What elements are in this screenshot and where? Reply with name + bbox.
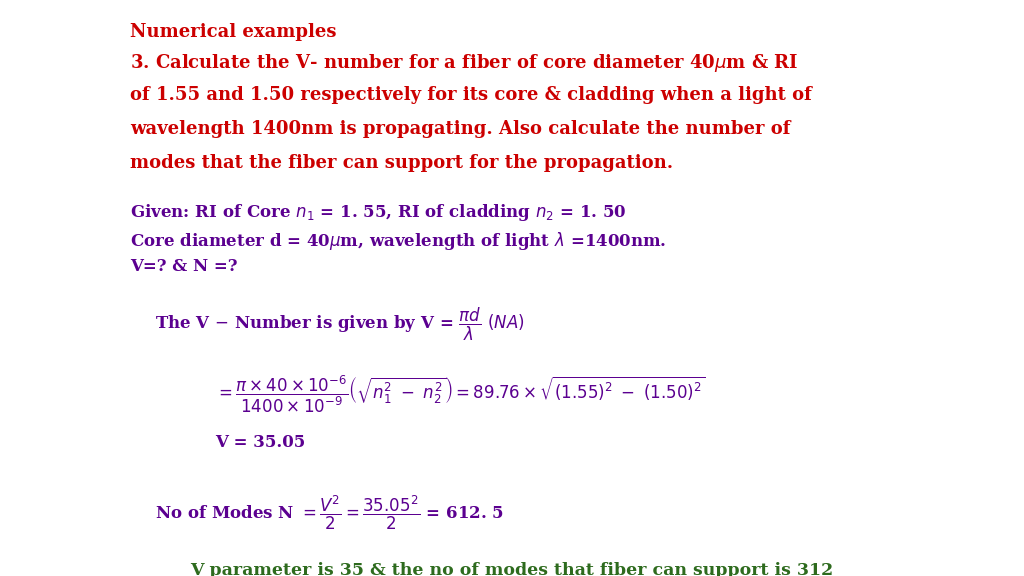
- Text: Given: RI of Core $n_1$ = 1. 55, RI of cladding $n_2$ = 1. 50: Given: RI of Core $n_1$ = 1. 55, RI of c…: [130, 202, 627, 223]
- Text: wavelength 1400nm is propagating. Also calculate the number of: wavelength 1400nm is propagating. Also c…: [130, 120, 791, 138]
- Text: The V $-$ Number is given by V = $\dfrac{\pi d}{\lambda}$ $(NA)$: The V $-$ Number is given by V = $\dfrac…: [155, 306, 524, 343]
- Text: modes that the fiber can support for the propagation.: modes that the fiber can support for the…: [130, 154, 673, 172]
- Text: of 1.55 and 1.50 respectively for its core & cladding when a light of: of 1.55 and 1.50 respectively for its co…: [130, 86, 812, 104]
- Text: Core diameter d = 40$\mu$m, wavelength of light $\lambda$ =1400nm.: Core diameter d = 40$\mu$m, wavelength o…: [130, 230, 667, 252]
- Text: 3. Calculate the V- number for a fiber of core diameter 40$\mu$m & RI: 3. Calculate the V- number for a fiber o…: [130, 52, 799, 74]
- Text: Numerical examples: Numerical examples: [130, 23, 337, 41]
- Text: $= \dfrac{\pi\times40\times10^{-6}}{1400\times10^{-9}}\left(\sqrt{n_1^2\ -\ n_2^: $= \dfrac{\pi\times40\times10^{-6}}{1400…: [215, 374, 706, 415]
- Text: No of Modes N $=\dfrac{V^2}{2} = \dfrac{35.05^2}{2}$ = 612. 5: No of Modes N $=\dfrac{V^2}{2} = \dfrac{…: [155, 494, 504, 532]
- Text: V=? & N =?: V=? & N =?: [130, 258, 238, 275]
- Text: V = 35.05: V = 35.05: [215, 434, 305, 451]
- Text: V parameter is 35 & the no of modes that fiber can support is 312: V parameter is 35 & the no of modes that…: [190, 562, 834, 576]
